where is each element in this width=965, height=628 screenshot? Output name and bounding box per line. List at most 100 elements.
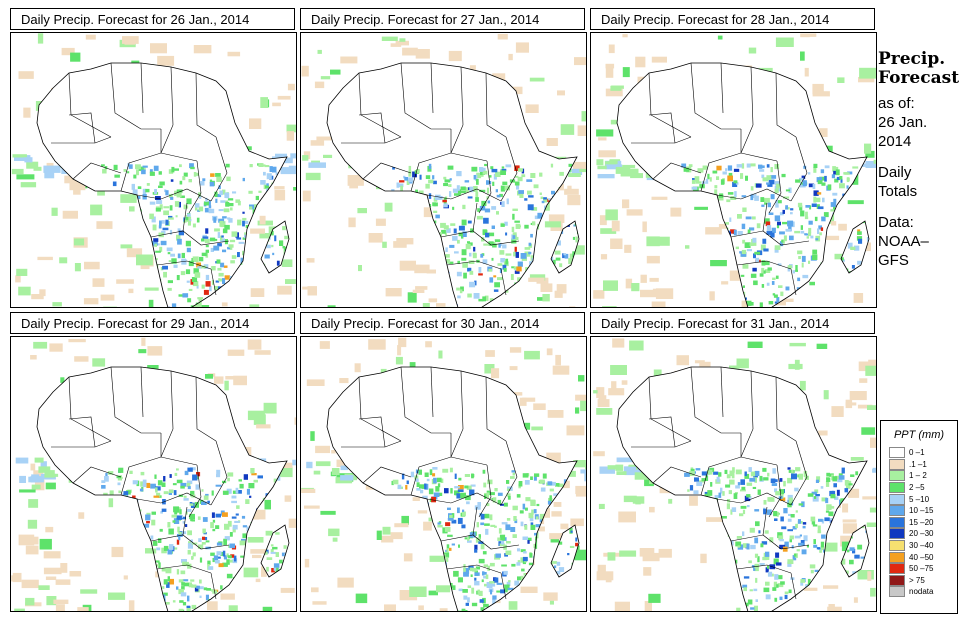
legend-label: nodata: [909, 587, 934, 597]
legend-label: 50 –75: [909, 564, 934, 574]
legend-swatch: [889, 563, 905, 575]
country-border: [68, 112, 96, 144]
precip-map: [590, 32, 877, 308]
country-border: [652, 162, 702, 180]
country-border: [736, 260, 792, 270]
country-border: [716, 188, 792, 202]
country-border: [762, 506, 768, 536]
country-border: [210, 572, 217, 600]
forecast-panel-3: Daily Precip. Forecast for 28 Jan., 2014: [590, 8, 877, 308]
country-border: [400, 366, 451, 434]
country-border: [648, 416, 676, 448]
panel-title: Daily Precip. Forecast for 26 Jan., 2014: [10, 8, 295, 30]
coastline: [616, 62, 870, 307]
legend-swatch: [889, 470, 905, 482]
legend-swatch: [889, 458, 905, 470]
legend-swatch: [889, 586, 905, 598]
country-border: [110, 62, 161, 130]
country-border: [195, 72, 217, 138]
country-border: [700, 456, 778, 496]
country-border: [136, 492, 212, 506]
coastline: [326, 366, 580, 611]
country-border: [195, 376, 217, 442]
ppt-legend: PPT (mm) 0 –1.1 –1 1 – 2 2 –5 5 –10 10 –15 15…: [880, 420, 958, 614]
asof-line: 26 Jan.: [878, 114, 928, 131]
legend-item: nodata: [889, 586, 957, 598]
coastline: [326, 62, 580, 307]
legend-item: 20 –30: [889, 528, 957, 540]
country-border: [500, 268, 507, 296]
country-border: [472, 506, 478, 536]
heading-line: Precip.: [878, 49, 946, 69]
country-border: [188, 160, 202, 214]
land-mass: [37, 367, 289, 611]
country-border: [500, 440, 518, 506]
panel-title: Daily Precip. Forecast for 31 Jan., 2014: [590, 312, 875, 334]
country-border: [210, 440, 228, 506]
side-info: Precip. Forecast as of: 26 Jan. 2014 Dai…: [878, 50, 963, 270]
heading-line: Forecast: [878, 68, 960, 88]
panel-title: Daily Precip. Forecast for 30 Jan., 2014: [300, 312, 585, 334]
country-border: [150, 534, 230, 550]
asof-line: 2014: [878, 133, 912, 150]
country-border: [136, 188, 212, 202]
country-border: [478, 160, 492, 214]
country-border: [440, 534, 520, 550]
country-border: [156, 260, 212, 270]
forecast-panel-4: Daily Precip. Forecast for 29 Jan., 2014: [10, 312, 297, 612]
forecast-panel-1: Daily Precip. Forecast for 26 Jan., 2014: [10, 8, 297, 308]
coastline: [36, 62, 290, 307]
legend-label: 10 –15: [909, 506, 934, 516]
country-border: [730, 230, 810, 246]
legend-swatch: [889, 528, 905, 540]
legend-item: 30 –40: [889, 540, 957, 552]
totals-line: Totals: [878, 183, 918, 200]
country-border: [716, 492, 792, 506]
legend-label: 30 –40: [909, 541, 934, 551]
country-border: [358, 416, 386, 448]
forecast-panel-5: Daily Precip. Forecast for 30 Jan., 2014: [300, 312, 587, 612]
forecast-panel-6: Daily Precip. Forecast for 31 Jan., 2014: [590, 312, 877, 612]
country-border: [720, 62, 724, 114]
country-border: [210, 268, 217, 296]
country-border: [652, 466, 702, 484]
coastline: [36, 366, 290, 611]
precip-map: [10, 336, 297, 612]
legend-swatch: [889, 493, 905, 505]
country-border: [648, 112, 676, 144]
precip-map: [10, 32, 297, 308]
legend-swatch: [889, 516, 905, 528]
land-mass: [617, 63, 869, 307]
country-border: [410, 456, 488, 496]
legend-swatch: [889, 551, 905, 563]
country-border: [768, 160, 782, 214]
country-border: [156, 564, 212, 574]
country-border: [400, 62, 451, 130]
country-border: [410, 152, 488, 192]
legend-label: 40 –50: [909, 552, 934, 562]
country-border: [140, 62, 144, 114]
legend-label: 0 –1: [909, 448, 925, 458]
country-border: [775, 72, 797, 138]
country-border: [182, 202, 188, 232]
country-border: [485, 376, 507, 442]
country-border: [740, 370, 754, 458]
asof-line: as of:: [878, 95, 915, 112]
country-border: [358, 112, 386, 144]
country-border: [446, 564, 502, 574]
country-border: [790, 572, 797, 600]
country-border: [690, 366, 741, 434]
land-mass: [327, 367, 579, 611]
country-border: [160, 370, 174, 458]
country-border: [775, 376, 797, 442]
legend-item: > 75: [889, 574, 957, 587]
country-border: [426, 492, 502, 506]
country-border: [450, 370, 464, 458]
legend-label: 2 –5: [909, 483, 925, 493]
data-source-line: Data:: [878, 214, 914, 231]
legend-item: 2 –5: [889, 482, 957, 494]
precip-map: [590, 336, 877, 612]
coastline: [616, 366, 870, 611]
country-border: [500, 572, 507, 600]
country-border: [440, 230, 520, 246]
